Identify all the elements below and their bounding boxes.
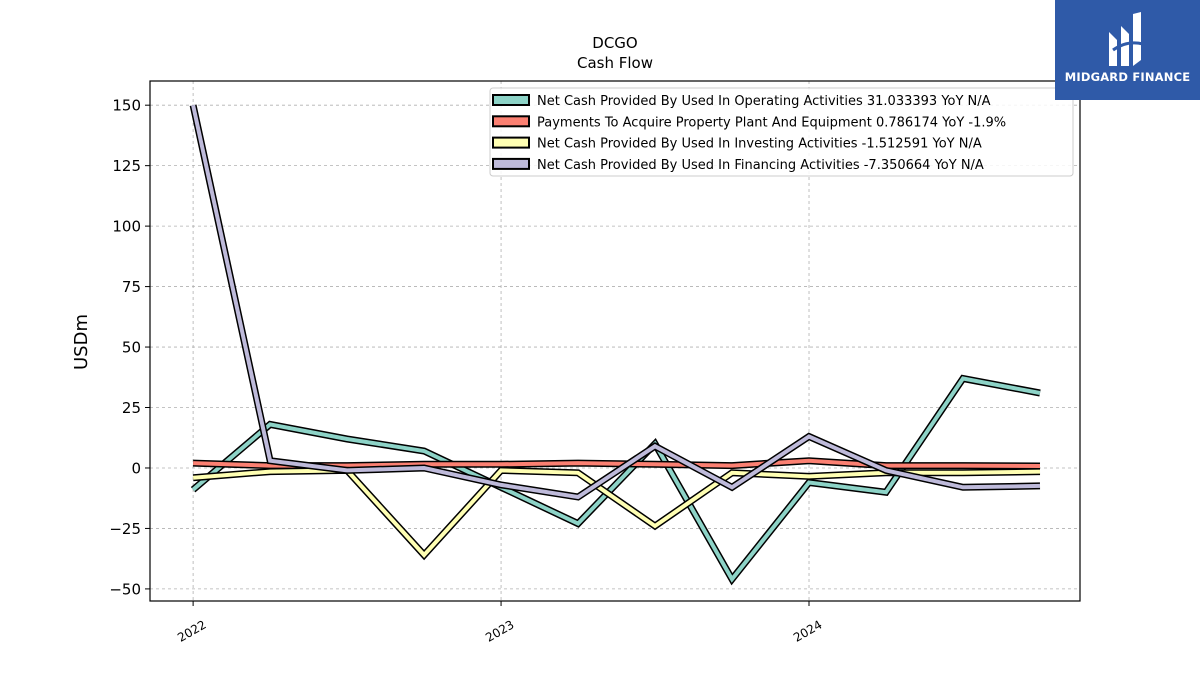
series-core: [191, 104, 1041, 500]
y-axis-label: USDm: [71, 314, 92, 370]
midgard-logo-icon: [1109, 12, 1144, 66]
plot-frame: [149, 80, 1081, 602]
y-tick-label: 75: [122, 278, 141, 296]
y-tick-label: 150: [112, 97, 141, 115]
midgard-finance-logo: MIDGARD FINANCE: [1055, 0, 1200, 100]
series-line: [189, 104, 1041, 501]
legend-swatch: [492, 136, 530, 149]
x-tick-label: 2023: [483, 617, 516, 644]
legend-swatch: [492, 157, 530, 170]
y-tick-label: 0: [131, 459, 141, 477]
y-tick-label: −25: [109, 520, 141, 538]
legend-label: Net Cash Provided By Used In Investing A…: [537, 137, 982, 152]
chart-title: DCGO: [592, 34, 637, 52]
legend-box: [489, 87, 1074, 177]
x-tick-label: 2024: [791, 617, 824, 644]
legend-label: Net Cash Provided By Used In Operating A…: [537, 94, 991, 109]
axes: −50 −25 0 25 50 75 100 125 150 2022 2023 2024: [109, 97, 824, 645]
y-tick-label: 100: [112, 218, 141, 236]
legend-swatch: [492, 94, 530, 106]
legend-swatch: [492, 115, 530, 128]
chart-subtitle: Cash Flow: [577, 54, 653, 72]
y-tick-label: 25: [122, 399, 141, 417]
x-tick-label: 2022: [175, 617, 208, 644]
series-lines: [189, 104, 1041, 586]
legend-label: Net Cash Provided By Used In Financing A…: [537, 158, 984, 173]
logo-text: MIDGARD FINANCE: [1064, 70, 1191, 84]
legend: Net Cash Provided By Used In Operating A…: [489, 87, 1074, 177]
y-tick-label: 50: [122, 339, 141, 357]
y-tick-label: −50: [109, 580, 141, 598]
legend-label: Payments To Acquire Property Plant And E…: [537, 115, 1006, 130]
y-tick-label: 125: [112, 157, 141, 175]
